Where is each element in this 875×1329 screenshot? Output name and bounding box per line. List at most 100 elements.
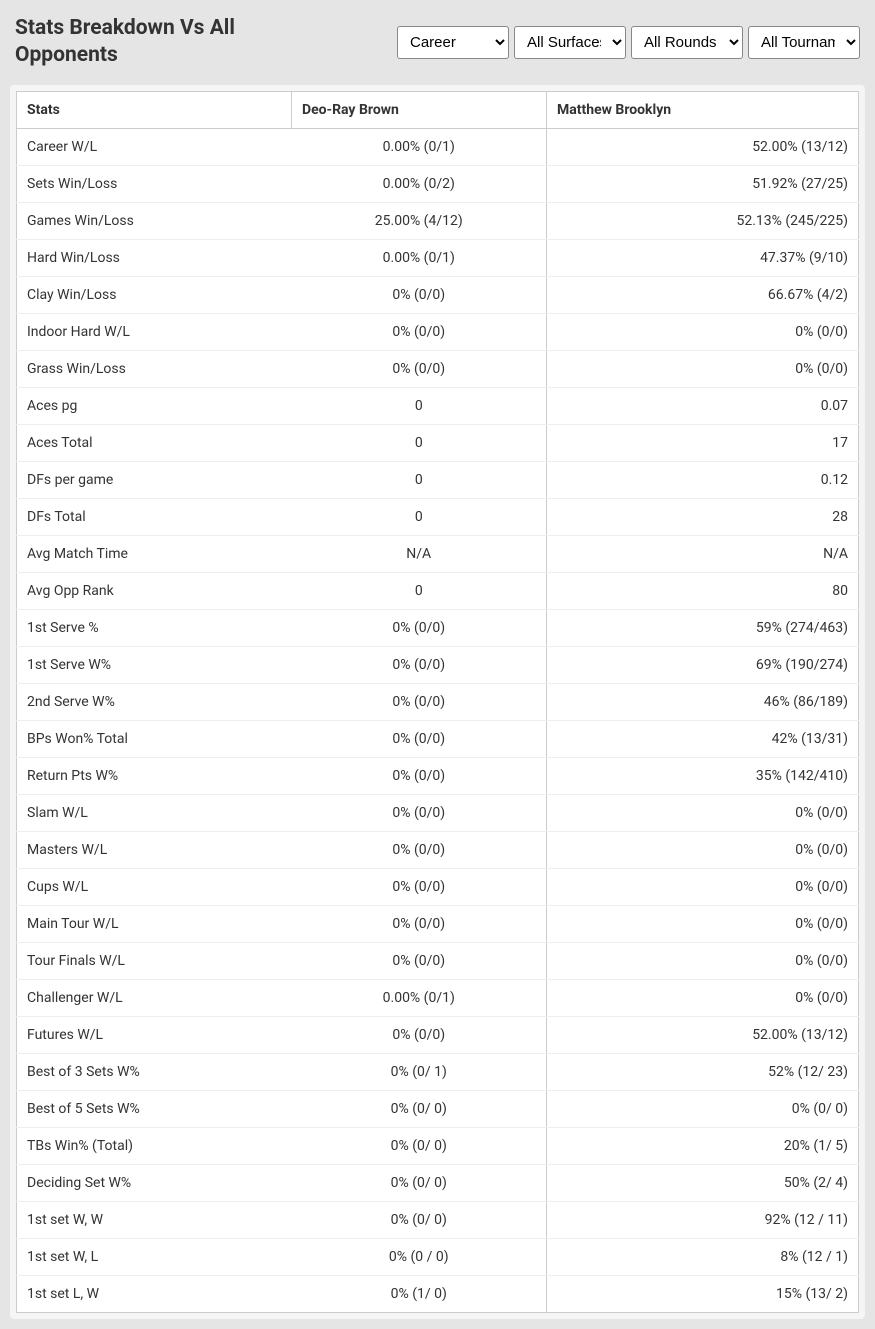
stat-value: 35% (142/410) [547,757,859,794]
stat-value: 52.13% (245/225) [547,202,859,239]
stat-value: 0% (0/0) [292,313,547,350]
table-row: Indoor Hard W/L0% (0/0)0% (0/0) [17,313,859,350]
stat-value: 0% (0 / 0) [292,1238,547,1275]
stat-value: 0% (0/ 0) [292,1164,547,1201]
table-row: 1st Serve %0% (0/0)59% (274/463) [17,609,859,646]
table-row: Deciding Set W%0% (0/ 0)50% (2/ 4) [17,1164,859,1201]
stat-value: 52.00% (13/12) [547,128,859,165]
stat-value: 0.00% (0/1) [292,128,547,165]
table-row: Avg Match TimeN/AN/A [17,535,859,572]
table-row: 2nd Serve W%0% (0/0)46% (86/189) [17,683,859,720]
stat-value: 25.00% (4/12) [292,202,547,239]
stat-label: Slam W/L [17,794,292,831]
surface-select[interactable]: All Surfaces [514,26,626,59]
stat-label: Games Win/Loss [17,202,292,239]
stat-value: 46% (86/189) [547,683,859,720]
stat-label: Main Tour W/L [17,905,292,942]
stat-label: 2nd Serve W% [17,683,292,720]
table-row: Slam W/L0% (0/0)0% (0/0) [17,794,859,831]
stat-label: Grass Win/Loss [17,350,292,387]
table-row: Avg Opp Rank080 [17,572,859,609]
stat-value: 0% (0/0) [292,350,547,387]
stat-value: 92% (12 / 11) [547,1201,859,1238]
stat-label: Cups W/L [17,868,292,905]
stat-value: 15% (13/ 2) [547,1275,859,1312]
stat-value: N/A [292,535,547,572]
stat-value: 0% (0/ 0) [547,1090,859,1127]
period-select[interactable]: Career [397,26,509,59]
stat-value: 0% (0/0) [547,979,859,1016]
stat-label: BPs Won% Total [17,720,292,757]
stat-label: Indoor Hard W/L [17,313,292,350]
stat-label: Avg Match Time [17,535,292,572]
table-row: Masters W/L0% (0/0)0% (0/0) [17,831,859,868]
stat-label: 1st set W, W [17,1201,292,1238]
table-row: Aces pg00.07 [17,387,859,424]
stat-value: 0% (0/0) [292,646,547,683]
tournament-select[interactable]: All Tournaments [748,26,860,59]
stat-value: 0% (0/0) [292,1016,547,1053]
stat-label: Sets Win/Loss [17,165,292,202]
table-row: Best of 5 Sets W%0% (0/ 0)0% (0/ 0) [17,1090,859,1127]
table-row: Hard Win/Loss0.00% (0/1)47.37% (9/10) [17,239,859,276]
stat-value: 51.92% (27/25) [547,165,859,202]
table-row: 1st set L, W0% (1/ 0)15% (13/ 2) [17,1275,859,1312]
stat-label: Clay Win/Loss [17,276,292,313]
table-row: Games Win/Loss25.00% (4/12)52.13% (245/2… [17,202,859,239]
stat-value: 0 [292,424,547,461]
stat-value: 42% (13/31) [547,720,859,757]
stat-value: 0 [292,461,547,498]
page-title: Stats Breakdown Vs All Opponents [15,15,315,70]
col-player2: Matthew Brooklyn [547,91,859,128]
stat-value: 0% (0/ 0) [292,1127,547,1164]
stat-label: 1st Serve W% [17,646,292,683]
col-player1: Deo-Ray Brown [292,91,547,128]
table-row: Sets Win/Loss0.00% (0/2)51.92% (27/25) [17,165,859,202]
table-row: Return Pts W%0% (0/0)35% (142/410) [17,757,859,794]
stat-value: 0% (0/ 0) [292,1090,547,1127]
table-row: Aces Total017 [17,424,859,461]
table-row: 1st Serve W%0% (0/0)69% (190/274) [17,646,859,683]
stat-value: 52% (12/ 23) [547,1053,859,1090]
table-row: Career W/L0.00% (0/1)52.00% (13/12) [17,128,859,165]
stat-value: 0% (0/0) [547,794,859,831]
stat-value: 28 [547,498,859,535]
stats-header: Stats Breakdown Vs All Opponents Career … [0,0,875,85]
stat-value: 0% (0/0) [292,276,547,313]
stat-value: 47.37% (9/10) [547,239,859,276]
stat-value: 0% (0/0) [292,794,547,831]
stat-value: 0% (0/ 1) [292,1053,547,1090]
table-row: Tour Finals W/L0% (0/0)0% (0/0) [17,942,859,979]
table-row: Grass Win/Loss0% (0/0)0% (0/0) [17,350,859,387]
stat-value: 59% (274/463) [547,609,859,646]
stat-value: 0 [292,572,547,609]
table-row: Best of 3 Sets W%0% (0/ 1)52% (12/ 23) [17,1053,859,1090]
stat-value: 0% (0/0) [292,905,547,942]
stat-value: 52.00% (13/12) [547,1016,859,1053]
table-row: Clay Win/Loss0% (0/0)66.67% (4/2) [17,276,859,313]
stat-value: 0 [292,498,547,535]
stat-label: Aces pg [17,387,292,424]
stat-label: DFs Total [17,498,292,535]
stat-label: Tour Finals W/L [17,942,292,979]
table-row: Cups W/L0% (0/0)0% (0/0) [17,868,859,905]
stat-value: 0% (0/0) [292,942,547,979]
stat-value: 0.00% (0/1) [292,239,547,276]
stat-value: 0.00% (0/2) [292,165,547,202]
stat-value: 0% (0/0) [292,831,547,868]
col-stats: Stats [17,91,292,128]
stat-label: 1st set L, W [17,1275,292,1312]
table-row: 1st set W, L0% (0 / 0)8% (12 / 1) [17,1238,859,1275]
stat-value: 80 [547,572,859,609]
stat-value: 8% (12 / 1) [547,1238,859,1275]
stat-label: Futures W/L [17,1016,292,1053]
stat-value: 20% (1/ 5) [547,1127,859,1164]
stat-label: Aces Total [17,424,292,461]
stat-value: 0% (0/0) [292,757,547,794]
round-select[interactable]: All Rounds [631,26,743,59]
stat-label: Return Pts W% [17,757,292,794]
stat-value: 0.12 [547,461,859,498]
stat-value: 0% (1/ 0) [292,1275,547,1312]
stat-value: 0.00% (0/1) [292,979,547,1016]
table-row: DFs Total028 [17,498,859,535]
